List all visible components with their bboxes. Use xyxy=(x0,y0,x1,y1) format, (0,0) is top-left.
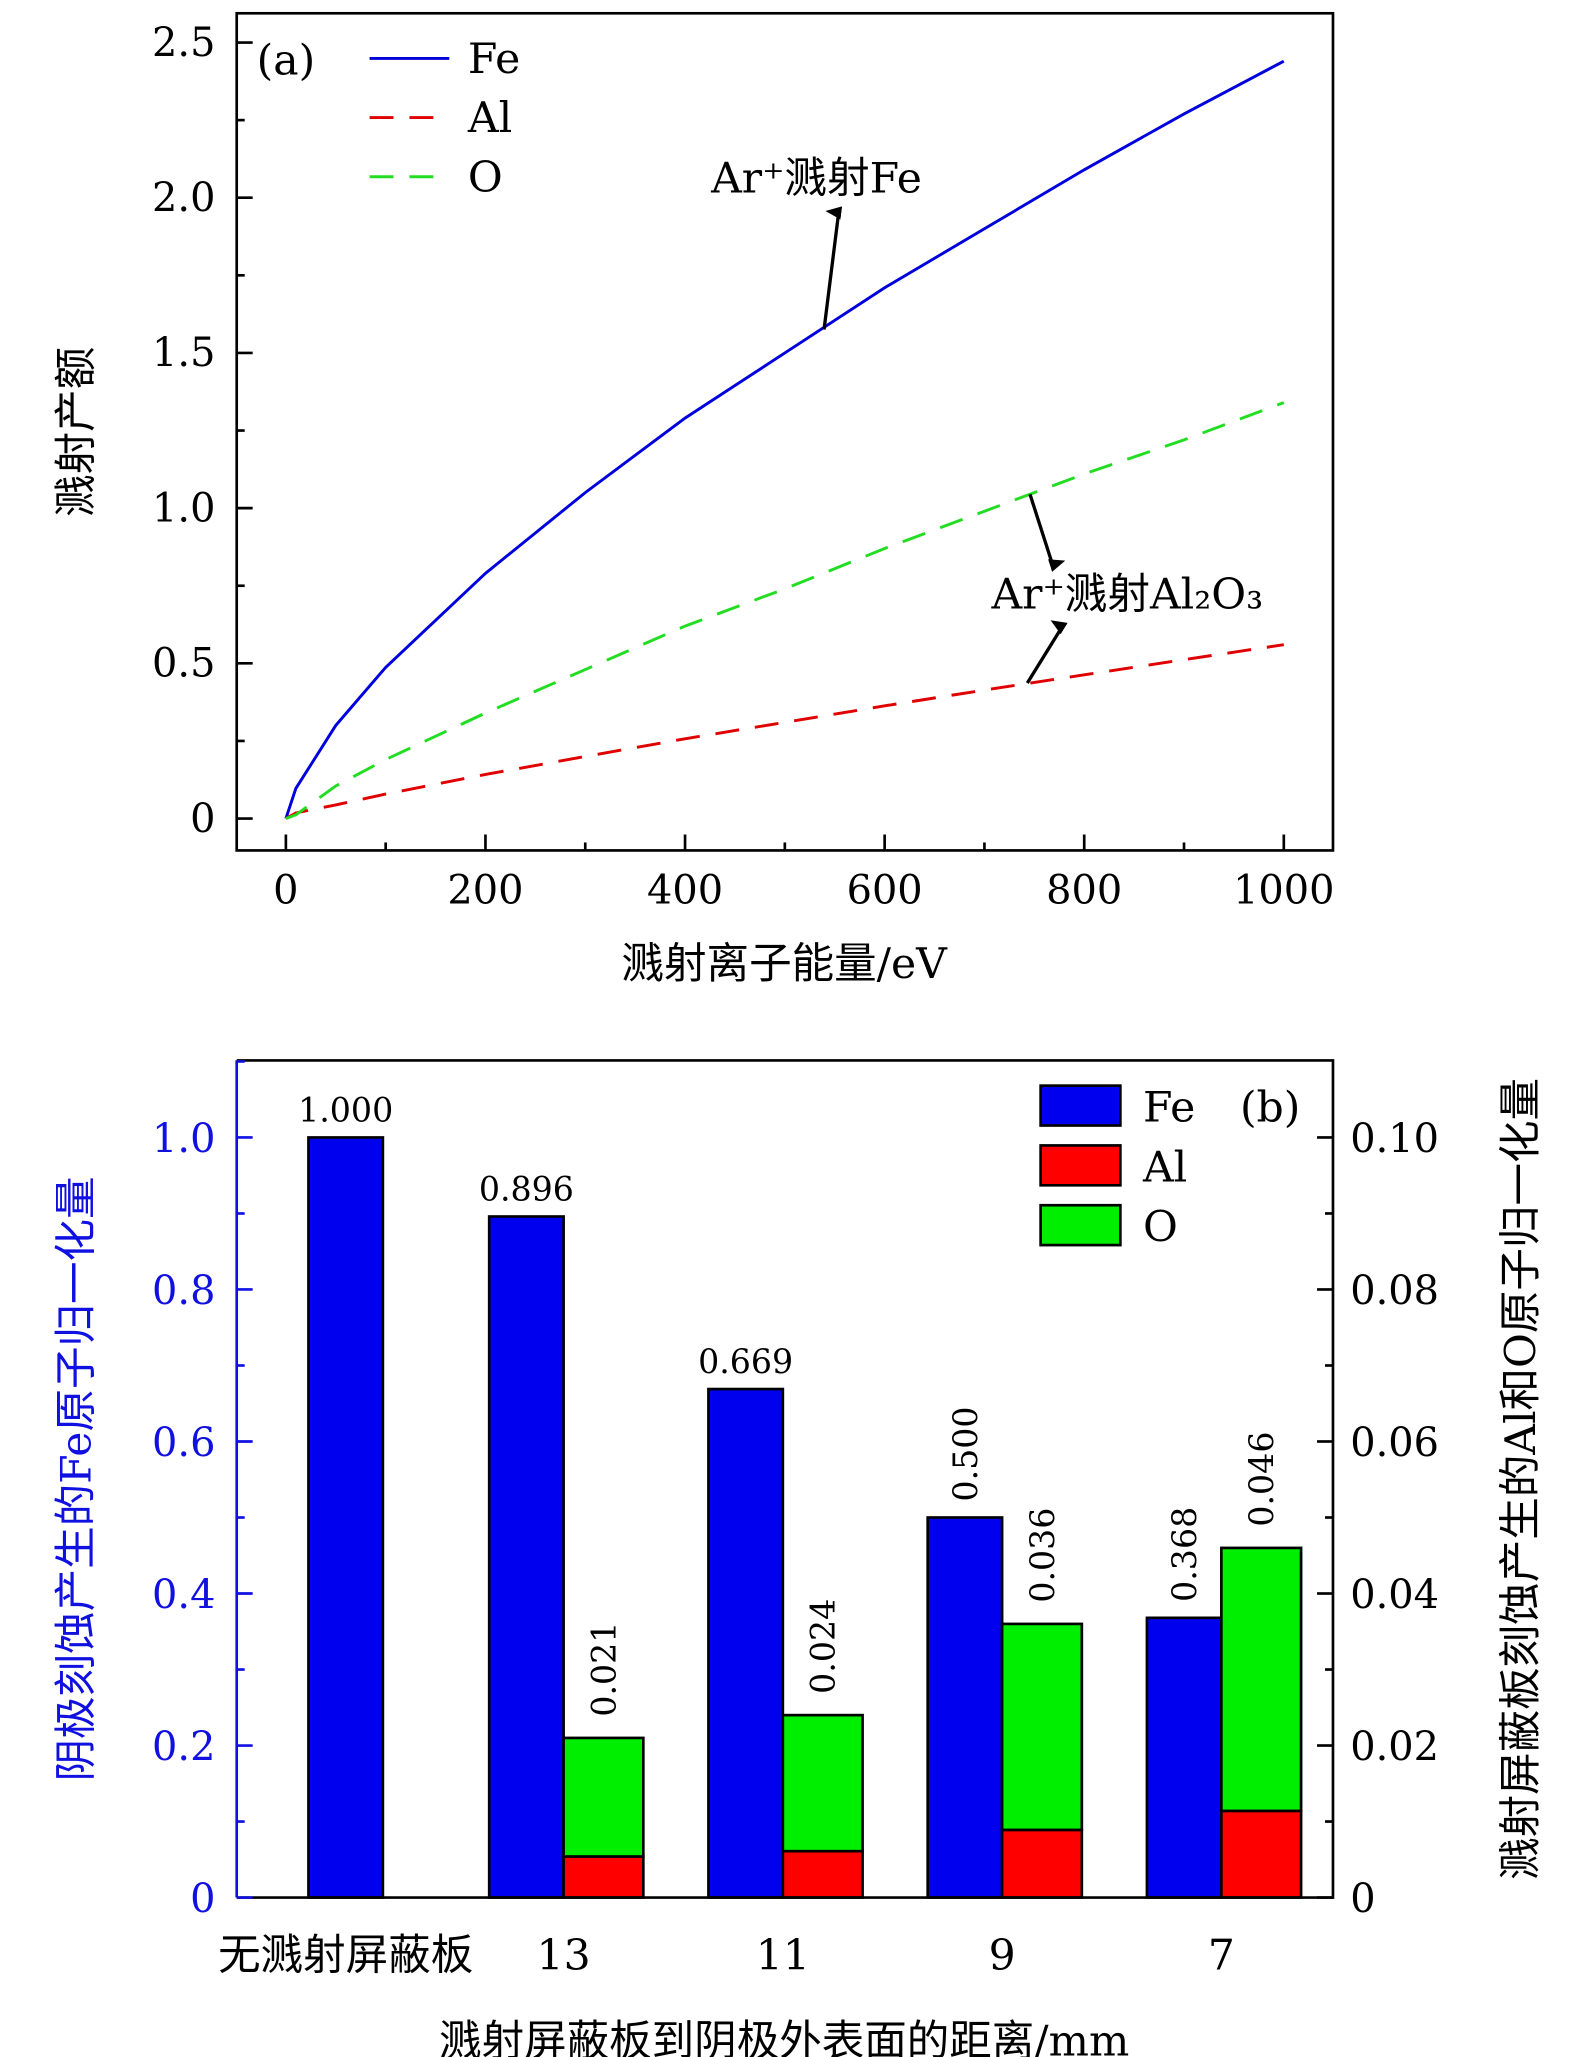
y-tick-label-b-left: 1.0 xyxy=(152,1116,215,1162)
data-label-al-o-total: 0.021 xyxy=(584,1622,623,1717)
bar-al xyxy=(1000,1828,1084,1899)
legend-swatch-o xyxy=(1039,1203,1122,1247)
legend-swatch-fe xyxy=(1039,1084,1122,1127)
x-tick-label-b: 9 xyxy=(989,1931,1016,1980)
data-label-al-o-total: 0.046 xyxy=(1242,1432,1281,1527)
series-line-fe xyxy=(284,59,1285,820)
data-label-fe: 1.000 xyxy=(298,1091,393,1130)
panel-b-label: (b) xyxy=(1240,1084,1300,1133)
bar-fe xyxy=(307,1136,385,1899)
arrow-al xyxy=(1025,620,1068,684)
y-tick-label-b-left: 0.8 xyxy=(152,1268,215,1314)
bar-o xyxy=(562,1736,645,1858)
x-axis-label-b: 溅射屏蔽板到阴极外表面的距离/mm xyxy=(439,2018,1129,2057)
x-tick-label-b: 13 xyxy=(537,1931,591,1980)
bar-o xyxy=(1220,1546,1303,1813)
arrow-o xyxy=(1028,493,1066,572)
legend-label-o: O xyxy=(468,153,503,202)
y-tick-label-b-left: 0.6 xyxy=(152,1420,215,1466)
panel-a: 0 200 400 600 800 1000 0 0.5 1.0 1.5 2.0 2.5 (a) Fe… xyxy=(53,11,1335,989)
bar-fe xyxy=(926,1516,1004,1899)
plot-a-lines xyxy=(284,59,1285,820)
plot-b-ticks: 0 0.2 0.4 0.6 0.8 1.0 0 0.02 0.04 0.06 0.08 0.10 xyxy=(152,1060,1439,1922)
legend-label-fe: Fe xyxy=(468,35,520,84)
y-tick-label-b-right: 0.08 xyxy=(1350,1268,1439,1314)
y-tick-label-b-left: 0.4 xyxy=(152,1572,215,1618)
plot-a-ticks: 0 200 400 600 800 1000 0 0.5 1.0 1.5 2.0 2.5 xyxy=(152,20,1334,914)
legend-label-al: Al xyxy=(467,94,512,143)
y-tick-label-b-left: 0.2 xyxy=(152,1724,215,1770)
annotation-fe: Ar⁺溅射Fe xyxy=(710,155,922,204)
y-axis-label-b-left: 阴极刻蚀产生的Fe原子归一化量 xyxy=(53,1176,102,1781)
x-tick-label-a: 400 xyxy=(647,868,723,914)
y-tick-label-a: 2.0 xyxy=(152,175,215,221)
x-tick-label-a: 600 xyxy=(847,868,923,914)
annotation-al2o3: Ar⁺溅射Al₂O₃ xyxy=(990,571,1263,620)
data-label-fe: 0.669 xyxy=(698,1342,793,1381)
bar-al xyxy=(562,1855,645,1899)
y-tick-label-a: 1.0 xyxy=(152,485,215,531)
panel-a-label: (a) xyxy=(257,36,316,85)
y-tick-label-b-right: 0.02 xyxy=(1350,1724,1439,1770)
plot-b-frame xyxy=(236,1059,1335,1899)
bar-fe xyxy=(707,1387,785,1899)
x-tick-label-b: 11 xyxy=(756,1931,810,1980)
series-line-o xyxy=(285,401,1285,820)
y-tick-label-b-right: 0.04 xyxy=(1350,1572,1439,1618)
data-label-fe: 0.896 xyxy=(479,1170,574,1209)
series-line-al xyxy=(285,643,1285,820)
bar-o xyxy=(1000,1622,1084,1832)
y-tick-label-a: 0.5 xyxy=(152,641,215,687)
y-tick-label-a: 1.5 xyxy=(152,330,215,376)
plot-b-bars: 1.000 无溅射屏蔽板 0.896 13 0.021 0.669 11 0.024 0.500… xyxy=(218,1091,1303,1980)
plot-a-frame xyxy=(235,11,1335,852)
y-axis-label-b-right: 溅射屏蔽板刻蚀产生的Al和O原子归一化量 xyxy=(1497,1078,1546,1880)
y-tick-label-b-right: 0.10 xyxy=(1350,1116,1439,1162)
x-tick-label-a: 800 xyxy=(1046,868,1122,914)
x-tick-label-a: 0 xyxy=(273,868,298,914)
legend-label-fe: Fe xyxy=(1143,1084,1195,1133)
arrow-fe xyxy=(822,206,843,330)
legend-label-al: Al xyxy=(1142,1143,1187,1192)
bar-al xyxy=(781,1849,864,1899)
bar-al xyxy=(1220,1809,1303,1899)
bar-o xyxy=(781,1713,864,1853)
x-tick-label-a: 200 xyxy=(447,868,523,914)
x-tick-label-b: 7 xyxy=(1208,1931,1235,1980)
x-tick-label-b: 无溅射屏蔽板 xyxy=(218,1931,473,1980)
bar-fe xyxy=(487,1215,565,1899)
data-label-al-o-total: 0.024 xyxy=(804,1599,843,1694)
y-axis-label-a: 溅射产额 xyxy=(53,347,102,517)
y-tick-label-a: 0 xyxy=(190,796,215,842)
y-tick-label-b-left: 0 xyxy=(190,1876,215,1922)
data-label-al-o-total: 0.036 xyxy=(1023,1508,1062,1603)
legend-a: Fe Al O xyxy=(369,35,520,202)
legend-b: Fe Al O xyxy=(1039,1084,1195,1252)
y-tick-label-b-right: 0 xyxy=(1350,1876,1375,1922)
y-tick-label-b-right: 0.06 xyxy=(1350,1420,1439,1466)
x-axis-label-a: 溅射离子能量/eV xyxy=(622,940,949,989)
data-label-fe: 0.500 xyxy=(946,1406,985,1501)
bar-fe xyxy=(1145,1616,1223,1899)
legend-swatch-al xyxy=(1039,1144,1122,1187)
panel-b: 1.000无溅射屏蔽板0.896130.0210.669110.0240.500… xyxy=(53,1059,1546,2057)
y-tick-label-a: 2.5 xyxy=(152,20,215,66)
x-tick-label-a: 1000 xyxy=(1233,868,1334,914)
legend-label-o: O xyxy=(1143,1203,1178,1252)
data-label-fe: 0.368 xyxy=(1165,1507,1204,1602)
